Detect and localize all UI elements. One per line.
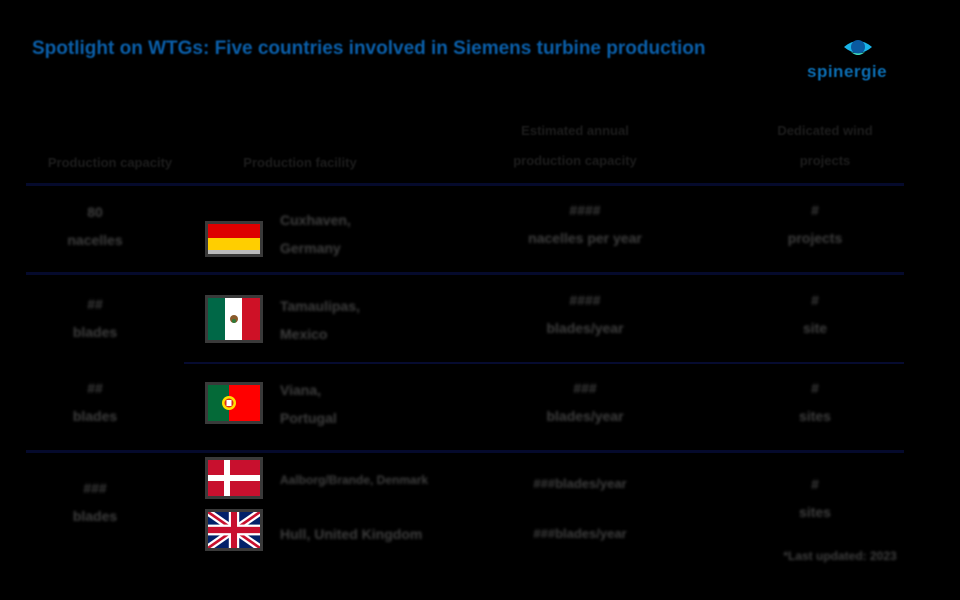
facility-country: Germany [280,240,341,256]
row-uk-estimate: ###blades/year [533,526,627,541]
column-header-projects-line1: Dedicated wind [777,123,873,138]
row-germany-estimate: #### nacelles per year [500,196,670,252]
facility-country: Portugal [280,410,337,426]
projects-count: # [811,380,819,396]
column-header-projects: Dedicated wind projects [740,116,910,176]
logo-text: spinergie [807,62,888,81]
facility-city: Cuxhaven, [280,212,351,228]
projects-unit: sites [799,504,831,520]
row-germany-capacity: 80 nacelles [30,198,160,254]
capacity-unit: blades [72,408,118,424]
column-header-estimate-line1: Estimated annual [521,123,629,138]
row-mexico-facility: Tamaulipas, Mexico [280,292,430,348]
capacity-unit: blades [72,508,118,524]
capacity-unit: nacelles [67,232,123,248]
projects-count: # [811,292,819,308]
uk-flag-icon [208,512,260,548]
facility-city: Viana, [280,382,321,398]
capacity-value: ### [83,480,107,496]
column-header-capacity: Production capacity [47,155,173,170]
estimate-value: #### [569,202,601,218]
estimate-value: #### [569,292,601,308]
eye-logo-icon [844,40,872,55]
projects-count: # [811,476,819,492]
row-portugal-projects: # sites [770,374,860,430]
row-uk-facility: Hull, United Kingdom [280,526,423,542]
row-separator [26,450,904,453]
row-germany-projects: # projects [770,196,860,252]
footnote: *Last updated: 2023 [783,549,897,563]
row-mexico-estimate: #### blades/year [500,286,670,342]
row-separator [26,272,904,275]
row-denmark-uk-projects: # sites [770,470,860,526]
estimate-unit: blades/year [546,408,624,424]
column-header-projects-line2: projects [799,153,851,168]
row-mexico-projects: # site [770,286,860,342]
row-portugal-facility: Viana, Portugal [280,376,430,432]
estimate-unit: nacelles per year [528,230,642,246]
estimate-unit: blades/year [546,320,624,336]
projects-unit: projects [787,230,843,246]
capacity-unit: blades [72,324,118,340]
row-mexico-capacity: ## blades [30,290,160,346]
row-portugal-estimate: ### blades/year [500,374,670,430]
column-header-facility: Production facility [243,155,357,170]
portugal-flag-icon [208,385,260,421]
column-header-estimate-line2: production capacity [513,153,637,168]
denmark-flag-icon [208,460,260,496]
spinergie-logo: spinergie [805,34,915,88]
column-header-estimate: Estimated annual production capacity [470,116,680,176]
row-denmark-facility: Aalborg/Brande, Denmark [280,473,429,487]
capacity-value: ## [87,380,103,396]
projects-unit: site [802,320,828,336]
facility-city: Tamaulipas, [280,298,360,314]
projects-unit: sites [799,408,831,424]
row-separator [184,362,904,364]
row-portugal-capacity: ## blades [30,374,160,430]
row-denmark-uk-capacity: ### blades [30,474,160,530]
capacity-value: 80 [87,204,103,220]
mexico-flag-icon [208,298,260,340]
capacity-value: ## [87,296,103,312]
row-germany-facility: Cuxhaven, Germany [280,206,430,262]
row-denmark-estimate: ###blades/year [533,476,627,491]
facility-country: Mexico [280,326,328,342]
estimate-value: ### [573,380,597,396]
page-title: Spotlight on WTGs: Five countries involv… [32,38,706,59]
header-separator [26,183,904,186]
germany-flag-icon [208,224,260,254]
projects-count: # [811,202,819,218]
